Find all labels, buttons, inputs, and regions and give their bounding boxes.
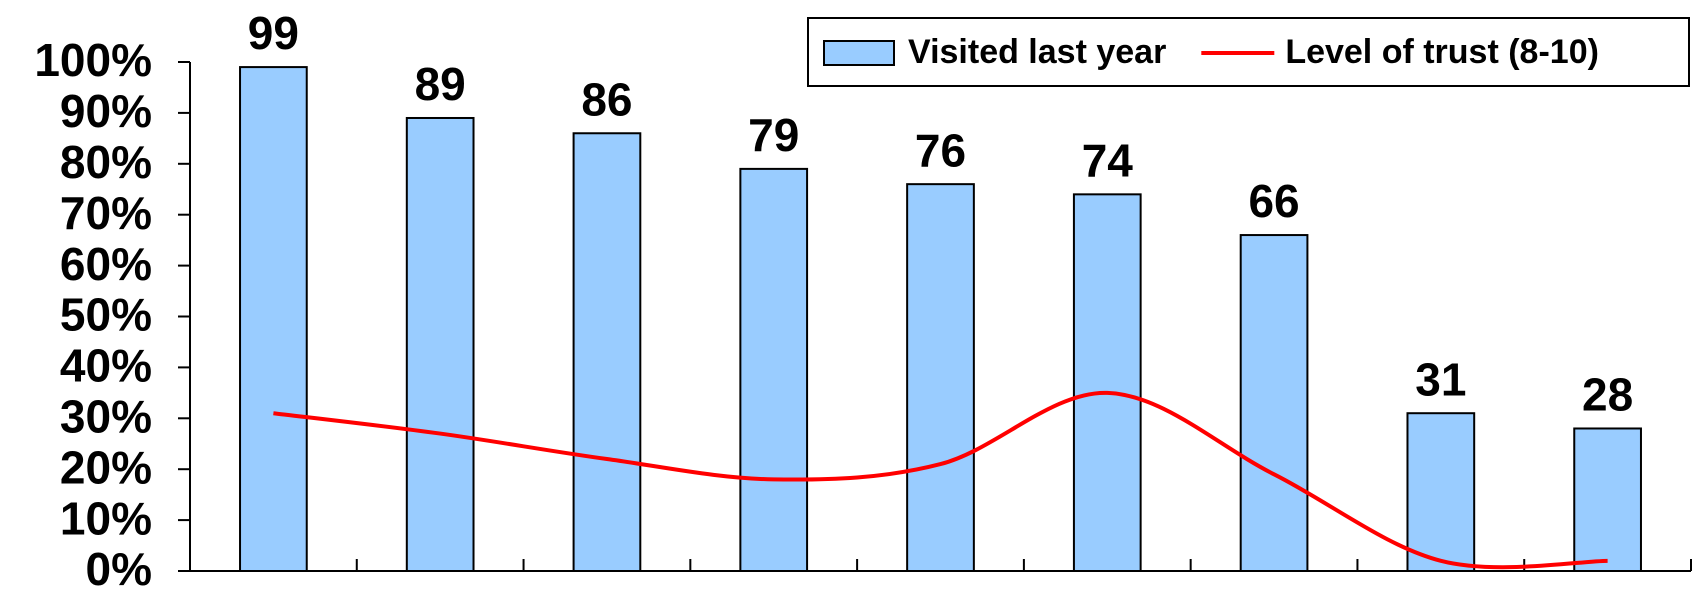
y-tick-label: 100% <box>34 34 152 86</box>
y-tick-label: 90% <box>60 85 152 137</box>
legend-label: Level of trust (8-10) <box>1285 33 1599 71</box>
value-label: 99 <box>248 7 299 59</box>
trend-line <box>273 390 1608 570</box>
bar <box>1239 234 1309 572</box>
y-tick-label: 70% <box>60 187 152 239</box>
bar <box>739 167 809 572</box>
y-tick-label: 60% <box>60 238 152 290</box>
bar <box>1072 193 1142 572</box>
value-label: 79 <box>748 109 799 161</box>
legend: Visited last year Level of trust (8-10) <box>807 17 1690 87</box>
value-label: 86 <box>581 73 632 125</box>
y-tick-label: 10% <box>60 492 152 544</box>
bar <box>572 132 642 572</box>
y-tick-label: 80% <box>60 136 152 188</box>
bar <box>1406 412 1476 572</box>
y-tick-label: 30% <box>60 390 152 442</box>
legend-swatch <box>823 40 895 66</box>
y-tick-label: 40% <box>60 340 152 392</box>
value-label: 89 <box>415 58 466 110</box>
bar <box>906 183 975 572</box>
legend-label: Visited last year <box>908 33 1166 71</box>
y-tick-label: 20% <box>60 441 152 493</box>
y-tick-label: 0% <box>86 543 152 594</box>
bar <box>1573 427 1642 573</box>
y-tick-label: 50% <box>60 289 152 341</box>
value-label: 31 <box>1415 353 1466 405</box>
value-label: 76 <box>915 124 966 176</box>
value-label: 74 <box>1082 134 1134 186</box>
value-label: 66 <box>1248 175 1299 227</box>
value-label: 28 <box>1582 369 1633 421</box>
bar <box>239 66 308 572</box>
bar <box>405 116 475 573</box>
